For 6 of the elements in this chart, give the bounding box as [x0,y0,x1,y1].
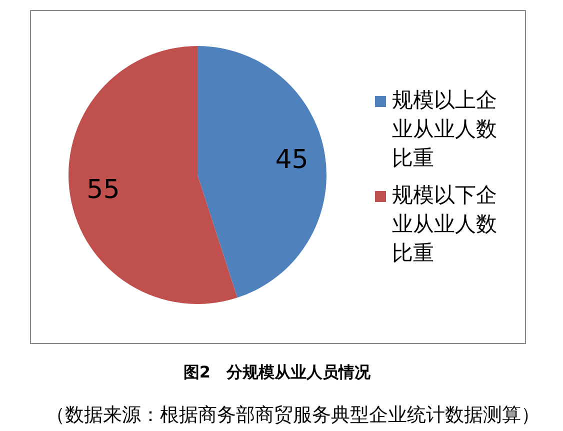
text: （数据来源：根据商务部商贸服务典型企业统计数据测算） [46,404,540,426]
text: 图2 分规模从业人员情况 [183,362,372,382]
data-label: 55 [86,174,120,205]
legend-label: 规模以上企业从业人数比重 [392,88,497,170]
legend-label: 规模以下企业从业人数比重 [392,183,497,266]
data-label: 45 [275,145,308,176]
